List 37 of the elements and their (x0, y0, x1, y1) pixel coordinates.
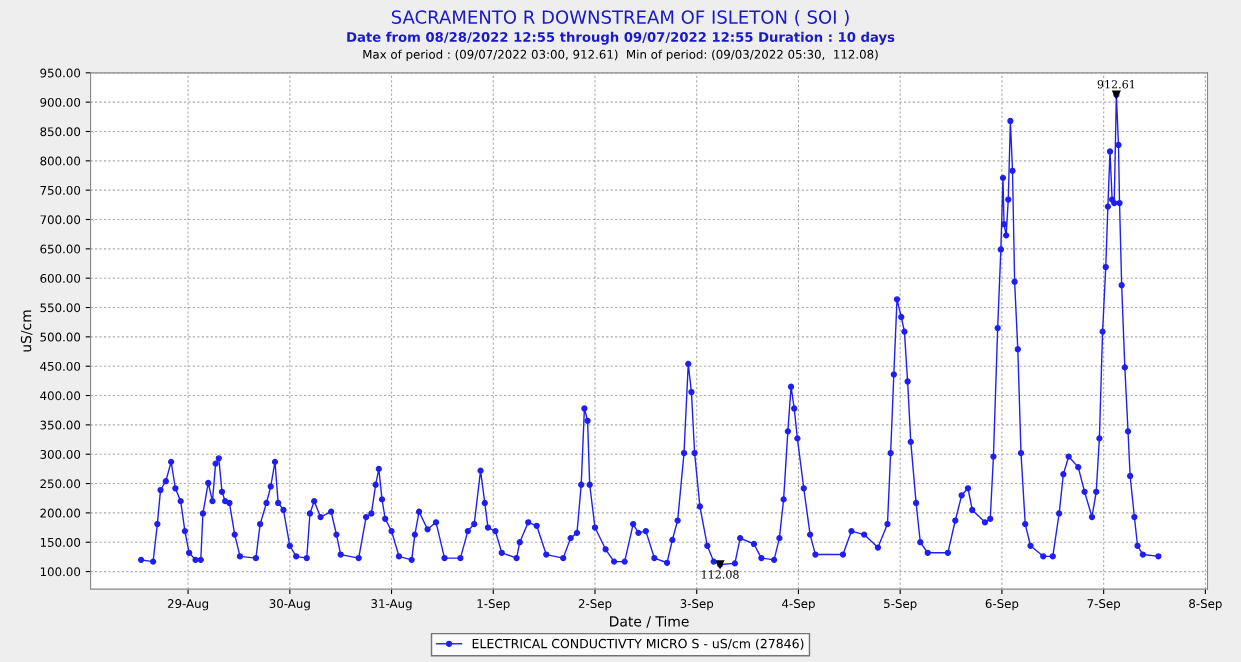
y-tick-label: 350.00 (40, 420, 81, 430)
x-tick-label: 7-Sep (1087, 599, 1121, 611)
x-tick-label: 6-Sep (985, 599, 1019, 611)
text: Max of period : (09/07/2022 03:00, 912.61) Min of period: (09/03/2022 05:30, 112.08) (363, 49, 878, 62)
chart-subtitle: Date from 08/28/2022 12:55 through 09/07/2022 12:55 Duration : 10 days (347, 31, 895, 45)
x-tick-label: 1-Sep (477, 599, 510, 611)
chart-title: SACRAMENTO R DOWNSTREAM OF ISLETON ( SOI ) (391, 9, 849, 27)
y-tick-label: 750.00 (40, 185, 81, 195)
y-tick-label: 300.00 (40, 449, 81, 459)
x-tick-label: 4-Sep (782, 599, 815, 611)
y-tick-label: 250.00 (40, 479, 81, 489)
x-tick-label: 31-Aug (371, 599, 412, 611)
y-tick-label: 400.00 (40, 391, 81, 401)
x-tick-label: 3-Sep (680, 599, 714, 611)
x-tick-label: 2-Sep (578, 599, 612, 611)
x-tick-label: 5-Sep (884, 599, 917, 611)
y-tick-label: 850.00 (40, 127, 81, 137)
y-tick-label: 550.00 (40, 303, 81, 313)
legend-label: ELECTRICAL CONDUCTIVTY MICRO S - uS/cm (27846) (472, 638, 804, 650)
y-tick-label: 200.00 (40, 508, 81, 518)
annotation: 912.61 (1097, 80, 1135, 89)
y-tick-label: 600.00 (40, 273, 81, 283)
x-tick-label: 30-Aug (269, 599, 310, 611)
y-tick-label: 500.00 (40, 332, 81, 342)
y-tick-label: 450.00 (40, 361, 81, 371)
annotation: 112.08 (701, 570, 739, 579)
y-tick-label: 100.00 (40, 567, 81, 577)
x-tick-label: 8-Sep (1189, 599, 1222, 611)
y-tick-label: 700.00 (40, 215, 81, 225)
y-tick-label: 800.00 (40, 156, 81, 166)
y-tick-label: 950.00 (40, 68, 81, 78)
y-tick-label: 900.00 (40, 97, 81, 107)
y-axis-title: uS/cm (20, 310, 33, 352)
x-axis-title: Date / Time (610, 615, 689, 628)
y-tick-label: 650.00 (40, 244, 81, 254)
x-tick-label: 29-Aug (167, 599, 209, 611)
y-tick-label: 150.00 (40, 537, 81, 547)
